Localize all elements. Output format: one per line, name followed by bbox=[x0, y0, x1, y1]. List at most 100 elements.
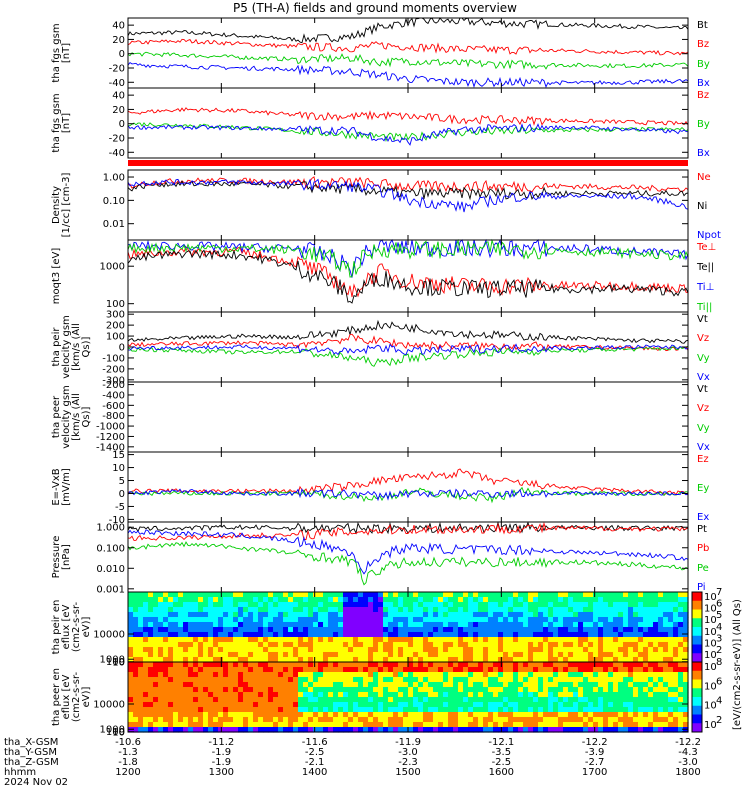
heatmap-cell bbox=[288, 607, 294, 613]
heatmap-cell bbox=[218, 597, 224, 603]
heatmap-cell bbox=[658, 687, 664, 693]
heatmap-cell bbox=[143, 702, 149, 708]
heatmap-cell bbox=[233, 702, 239, 708]
heatmap-cell bbox=[178, 727, 184, 733]
heatmap-cell bbox=[153, 697, 159, 703]
heatmap-cell bbox=[508, 622, 514, 628]
heatmap-cell bbox=[343, 667, 349, 673]
heatmap-cell bbox=[238, 602, 244, 608]
heatmap-cell bbox=[488, 632, 494, 638]
heatmap-cell bbox=[658, 597, 664, 603]
heatmap-cell bbox=[143, 607, 149, 613]
heatmap-cell bbox=[218, 662, 224, 668]
heatmap-cell bbox=[503, 662, 509, 668]
heatmap-cell bbox=[553, 642, 559, 648]
heatmap-cell bbox=[578, 722, 584, 728]
heatmap-cell bbox=[273, 662, 279, 668]
heatmap-cell bbox=[408, 662, 414, 668]
heatmap-cell bbox=[328, 727, 334, 733]
heatmap-cell bbox=[373, 687, 379, 693]
heatmap-cell bbox=[278, 667, 284, 673]
heatmap-cell bbox=[558, 637, 564, 643]
heatmap-cell bbox=[188, 682, 194, 688]
heatmap-cell bbox=[178, 627, 184, 633]
heatmap-cell bbox=[273, 682, 279, 688]
heatmap-cell bbox=[493, 712, 499, 718]
legend-entry: Bz bbox=[697, 39, 710, 51]
heatmap-cell bbox=[193, 627, 199, 633]
heatmap-cell bbox=[438, 627, 444, 633]
heatmap-cell bbox=[488, 677, 494, 683]
footer-row-value: -2.7 bbox=[584, 757, 605, 768]
heatmap-cell bbox=[163, 677, 169, 683]
heatmap-cell bbox=[338, 592, 344, 598]
heatmap-cell bbox=[193, 617, 199, 623]
heatmap-cell bbox=[563, 592, 569, 598]
heatmap-cell bbox=[553, 647, 559, 653]
heatmap-cell bbox=[323, 632, 329, 638]
colorbar-tick-exponent: 3 bbox=[716, 633, 722, 644]
heatmap-cell bbox=[663, 712, 669, 718]
heatmap-cell bbox=[393, 602, 399, 608]
heatmap-cell bbox=[588, 652, 594, 658]
heatmap-cell bbox=[233, 602, 239, 608]
heatmap-cell bbox=[483, 602, 489, 608]
heatmap-cell bbox=[433, 602, 439, 608]
heatmap-cell bbox=[453, 647, 459, 653]
heatmap-cell bbox=[258, 722, 264, 728]
heatmap-cell bbox=[613, 712, 619, 718]
heatmap-cell bbox=[628, 707, 634, 713]
heatmap-cell bbox=[543, 642, 549, 648]
heatmap-cell bbox=[488, 602, 494, 608]
y-tick-label: 0.010 bbox=[96, 564, 125, 575]
heatmap-cell bbox=[298, 602, 304, 608]
heatmap-cell bbox=[573, 692, 579, 698]
heatmap-cell bbox=[658, 667, 664, 673]
heatmap-cell bbox=[638, 627, 644, 633]
heatmap-cell bbox=[563, 697, 569, 703]
heatmap-cell bbox=[588, 672, 594, 678]
heatmap-cell bbox=[423, 642, 429, 648]
heatmap-cell bbox=[428, 597, 434, 603]
heatmap-cell bbox=[628, 592, 634, 598]
heatmap-cell bbox=[618, 652, 624, 658]
heatmap-cell bbox=[503, 617, 509, 623]
heatmap-cell bbox=[393, 722, 399, 728]
heatmap-cell bbox=[423, 717, 429, 723]
heatmap-cell bbox=[158, 702, 164, 708]
heatmap-cell bbox=[268, 712, 274, 718]
heatmap-cell bbox=[308, 687, 314, 693]
heatmap-cell bbox=[218, 592, 224, 598]
heatmap-cell bbox=[243, 617, 249, 623]
heatmap-cell bbox=[383, 652, 389, 658]
heatmap-cell bbox=[578, 707, 584, 713]
heatmap-cell bbox=[283, 722, 289, 728]
heatmap-cell bbox=[548, 647, 554, 653]
heatmap-cell bbox=[583, 632, 589, 638]
heatmap-cell bbox=[523, 672, 529, 678]
heatmap-cell bbox=[358, 697, 364, 703]
heatmap-cell bbox=[198, 592, 204, 598]
heatmap-cell bbox=[533, 662, 539, 668]
heatmap-cell bbox=[138, 597, 144, 603]
heatmap-cell bbox=[203, 692, 209, 698]
heatmap-cell bbox=[148, 707, 154, 713]
heatmap-cell bbox=[653, 667, 659, 673]
heatmap-cell bbox=[253, 597, 259, 603]
heatmap-cell bbox=[263, 607, 269, 613]
heatmap-cell bbox=[283, 637, 289, 643]
heatmap-cell bbox=[143, 697, 149, 703]
heatmap-cell bbox=[303, 692, 309, 698]
heatmap-cell bbox=[308, 712, 314, 718]
heatmap-cell bbox=[603, 712, 609, 718]
footer-row-value: -1.8 bbox=[118, 757, 138, 768]
heatmap-cell bbox=[338, 672, 344, 678]
heatmap-cell bbox=[293, 597, 299, 603]
heatmap-cell bbox=[233, 607, 239, 613]
heatmap-cell bbox=[128, 707, 134, 713]
heatmap-cell bbox=[168, 652, 174, 658]
heatmap-cell bbox=[498, 622, 504, 628]
heatmap-cell bbox=[273, 602, 279, 608]
heatmap-cell bbox=[538, 647, 544, 653]
heatmap-cell bbox=[298, 642, 304, 648]
